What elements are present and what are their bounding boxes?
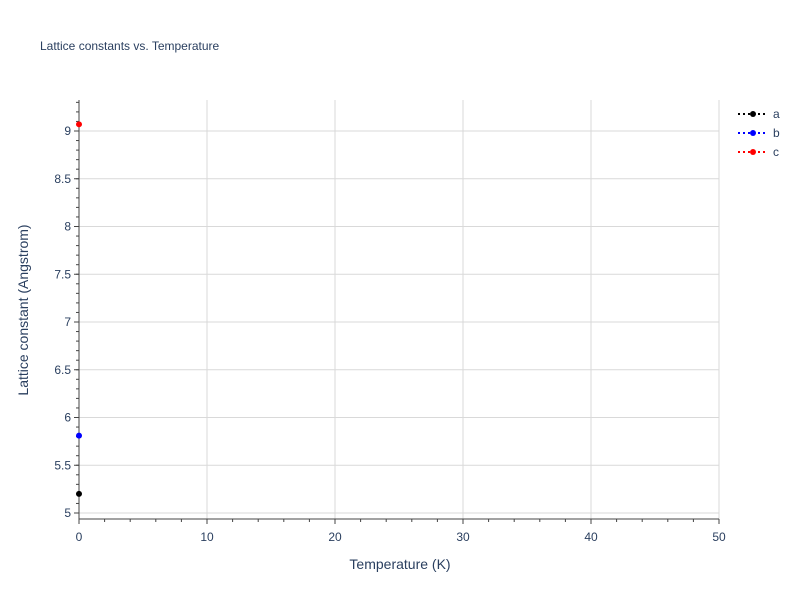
x-tick-label: 20 — [328, 530, 342, 544]
data-point-c — [76, 121, 82, 128]
y-tick-label: 8 — [64, 220, 71, 234]
data-point-a — [76, 490, 82, 497]
x-tick-label: 0 — [76, 530, 83, 544]
x-axis-label: Temperature (K) — [349, 556, 450, 572]
y-tick-label: 6.5 — [54, 363, 71, 377]
data-point-b — [76, 432, 82, 439]
y-tick-label: 7 — [64, 315, 71, 329]
y-tick-label: 7.5 — [54, 267, 71, 281]
y-tick-label: 6 — [64, 411, 71, 425]
chart-title: Lattice constants vs. Temperature — [40, 39, 220, 53]
y-tick-label: 5 — [64, 506, 71, 520]
y-tick-label: 5.5 — [54, 458, 71, 472]
y-tick-label: 8.5 — [54, 172, 71, 186]
y-tick-label: 9 — [64, 124, 71, 138]
legend-label-b: b — [773, 126, 780, 140]
x-tick-label: 30 — [456, 530, 470, 544]
x-tick-label: 40 — [584, 530, 598, 544]
legend-label-a: a — [773, 107, 780, 121]
x-tick-label: 10 — [200, 530, 214, 544]
x-tick-label: 50 — [712, 530, 726, 544]
legend-marker-c — [750, 149, 756, 155]
legend-label-c: c — [773, 145, 779, 159]
legend-marker-a — [750, 111, 756, 117]
y-axis-label: Lattice constant (Angstrom) — [15, 224, 31, 395]
legend-marker-b — [750, 130, 756, 136]
